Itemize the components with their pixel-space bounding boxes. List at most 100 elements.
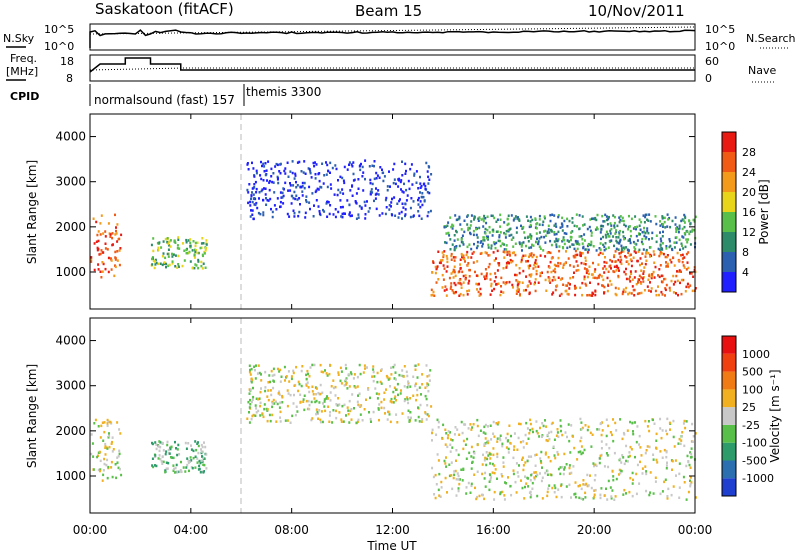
range-gate-cell [341, 215, 344, 219]
range-gate-cell [200, 451, 203, 455]
range-gate-cell [464, 278, 467, 281]
range-gate-cell [570, 231, 573, 234]
range-gate-cell [602, 278, 605, 282]
range-gate-cell [685, 420, 688, 423]
range-gate-cell [501, 490, 504, 494]
range-gate-cell [517, 436, 520, 440]
range-gate-cell [446, 491, 448, 494]
range-gate-cell [486, 237, 489, 240]
range-gate-cell [337, 188, 340, 192]
range-gate-cell [370, 420, 372, 423]
range-gate-cell [561, 277, 564, 280]
range-gate-cell [465, 457, 468, 460]
range-gate-cell [476, 236, 479, 239]
range-gate-cell [509, 484, 512, 488]
range-gate-cell [458, 279, 461, 282]
range-gate-cell [496, 230, 499, 233]
range-gate-cell [426, 214, 429, 218]
range-gate-cell [260, 387, 262, 390]
range-gate-cell [619, 255, 622, 259]
range-gate-cell [514, 273, 516, 277]
range-gate-cell [251, 187, 254, 190]
range-gate-cell [250, 367, 253, 371]
range-gate-cell [515, 289, 518, 293]
range-gate-cell [279, 172, 282, 175]
range-gate-cell [634, 421, 636, 424]
range-gate-cell [675, 274, 678, 278]
range-gate-cell [546, 494, 549, 498]
range-gate-cell [314, 400, 317, 404]
range-gate-cell [401, 202, 404, 205]
range-gate-cell [625, 277, 628, 281]
range-gate-cell [607, 235, 610, 238]
range-gate-cell [666, 432, 669, 436]
range-gate-cell [192, 456, 195, 460]
range-gate-cell [278, 406, 281, 409]
range-gate-cell [503, 256, 506, 259]
range-gate-cell [254, 377, 257, 380]
range-gate-cell [437, 420, 440, 424]
range-gate-cell [432, 261, 435, 264]
range-gate-cell [487, 265, 490, 269]
range-gate-cell [642, 230, 645, 234]
range-gate-cell [530, 237, 533, 240]
range-gate-cell [332, 409, 335, 412]
range-gate-cell [309, 171, 312, 175]
range-gate-cell [484, 485, 487, 488]
range-gate-cell [375, 177, 378, 180]
range-gate-cell [511, 251, 514, 255]
range-gate-cell [353, 373, 356, 376]
range-gate-cell [647, 289, 650, 292]
range-gate-cell [99, 233, 102, 236]
range-gate-cell [103, 457, 106, 461]
range-gate-cell [186, 457, 189, 460]
range-gate-cell [250, 377, 253, 380]
range-gate-cell [597, 263, 600, 266]
range-gate-cell [601, 252, 604, 255]
range-gate-cell [111, 450, 114, 453]
range-gate-cell [197, 266, 200, 270]
range-gate-cell [289, 421, 292, 424]
range-gate-cell [164, 256, 167, 260]
range-gate-cell [561, 216, 564, 220]
range-gate-cell [462, 439, 465, 443]
range-gate-cell [348, 399, 351, 403]
range-gate-cell [393, 377, 396, 380]
range-gate-cell [564, 284, 567, 287]
range-gate-cell [271, 413, 274, 417]
range-gate-cell [554, 278, 557, 282]
range-gate-cell [453, 265, 456, 268]
range-gate-cell [267, 381, 270, 384]
range-gate-cell [613, 254, 616, 257]
range-gate-cell [404, 172, 407, 175]
range-gate-cell [497, 282, 500, 285]
range-gate-cell [622, 246, 625, 249]
range-gate-cell [251, 414, 254, 418]
range-gate-cell [539, 274, 542, 278]
range-gate-cell [555, 245, 558, 249]
range-gate-cell [421, 383, 424, 386]
range-gate-cell [655, 240, 658, 244]
range-gate-cell [596, 226, 598, 229]
range-gate-cell [194, 440, 197, 443]
range-gate-cell [96, 246, 99, 250]
range-gate-cell [546, 439, 549, 443]
range-gate-cell [390, 397, 393, 401]
range-gate-cell [422, 195, 425, 199]
range-gate-cell [674, 223, 677, 226]
range-gate-cell [308, 407, 311, 411]
range-gate-cell [660, 240, 663, 243]
range-gate-cell [428, 379, 431, 382]
range-gate-cell [467, 226, 470, 230]
range-gate-cell [321, 391, 324, 394]
range-gate-cell [521, 227, 524, 230]
range-gate-cell [421, 195, 424, 199]
range-gate-cell [328, 372, 331, 376]
range-gate-cell [622, 230, 625, 234]
range-gate-cell [417, 203, 420, 206]
range-gate-cell [571, 243, 574, 246]
range-gate-cell [340, 215, 343, 218]
range-gate-cell [573, 247, 576, 251]
range-gate-cell [377, 407, 380, 410]
range-gate-cell [691, 289, 694, 293]
